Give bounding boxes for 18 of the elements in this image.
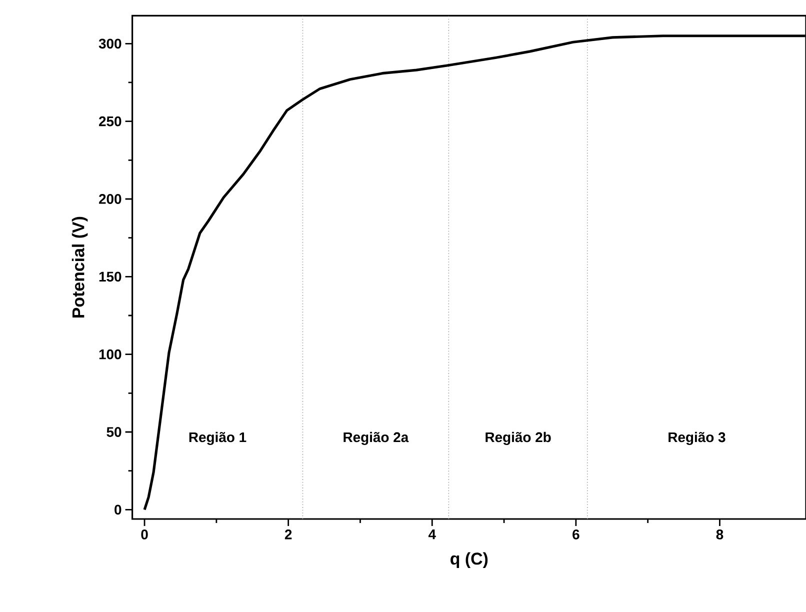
x-tick-label: 6 (572, 530, 580, 540)
annotation: Região 3 (668, 432, 726, 445)
y-tick-label: 50 (106, 427, 122, 437)
y-tick-label: 250 (98, 116, 122, 126)
annotation: Região 1 (189, 432, 246, 445)
y-tick-label: 200 (98, 194, 122, 204)
x-tick-label: 8 (716, 530, 724, 540)
y-tick-label: 300 (98, 38, 122, 49)
y-tick-label: 0 (114, 504, 122, 515)
y-tick-label: 100 (99, 349, 122, 360)
x-tick-label: 2 (284, 530, 292, 540)
annotation: Região 2b (486, 432, 551, 445)
x-axis-title: q (C) (450, 552, 488, 568)
y-axis-title: Potencial (V) (72, 216, 88, 318)
x-tick-label: 4 (428, 530, 436, 540)
x-tick-label: 0 (141, 530, 148, 540)
annotation: Região 2a (344, 432, 409, 445)
y-tick-label: 150 (99, 272, 122, 282)
